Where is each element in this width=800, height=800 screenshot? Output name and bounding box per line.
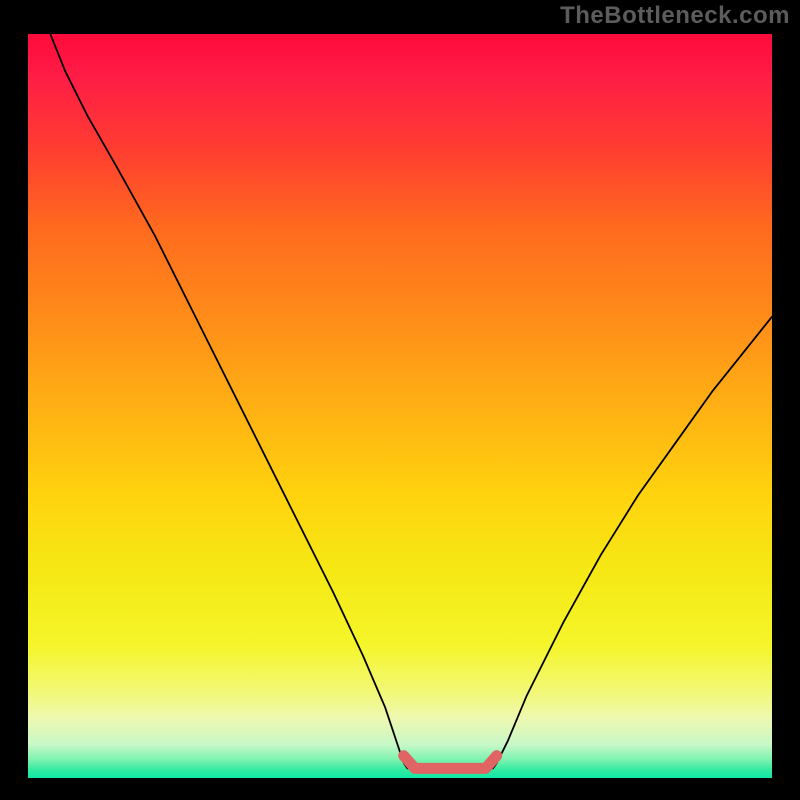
bottleneck-curve-chart: [28, 34, 772, 778]
plot-area: [28, 34, 772, 778]
gradient-background: [28, 34, 772, 778]
chart-frame: TheBottleneck.com: [0, 0, 800, 800]
watermark-text: TheBottleneck.com: [560, 2, 790, 30]
